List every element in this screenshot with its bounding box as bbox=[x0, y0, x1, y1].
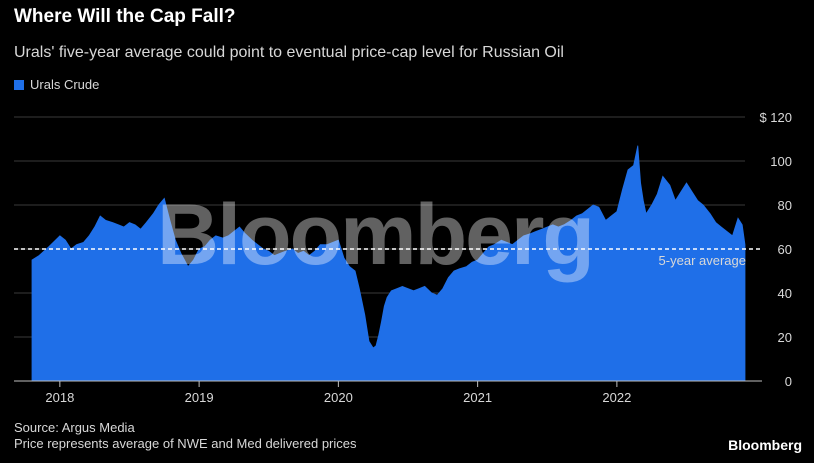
x-tick-label-2020: 2020 bbox=[324, 390, 353, 405]
y-tick-label-100: 100 bbox=[770, 154, 792, 169]
y-tick-label-80: 80 bbox=[778, 198, 792, 213]
reference-line-label: 5-year average bbox=[659, 253, 746, 268]
x-tick-label-2021: 2021 bbox=[463, 390, 492, 405]
chart-subtitle: Urals' five-year average could point to … bbox=[14, 44, 564, 61]
source-note: Source: Argus Media bbox=[14, 420, 135, 435]
legend: Urals Crude bbox=[14, 77, 99, 93]
bloomberg-logo: Bloomberg bbox=[728, 437, 802, 453]
legend-swatch-urals-crude bbox=[14, 80, 24, 90]
x-tick-label-2019: 2019 bbox=[185, 390, 214, 405]
y-tick-label-60: 60 bbox=[778, 242, 792, 257]
y-tick-label-20: 20 bbox=[778, 330, 792, 345]
y-tick-label-120: $ 120 bbox=[759, 110, 792, 125]
x-tick-label-2022: 2022 bbox=[602, 390, 631, 405]
chart-title: Where Will the Cap Fall? bbox=[14, 6, 236, 27]
x-tick-label-2018: 2018 bbox=[45, 390, 74, 405]
y-tick-label-0: 0 bbox=[785, 374, 792, 389]
legend-label-urals-crude: Urals Crude bbox=[30, 77, 100, 92]
footnote: Price represents average of NWE and Med … bbox=[14, 436, 357, 451]
bloomberg-watermark: Bloomberg bbox=[157, 187, 593, 283]
series-area-urals-crude bbox=[31, 145, 746, 382]
y-tick-label-40: 40 bbox=[778, 286, 792, 301]
